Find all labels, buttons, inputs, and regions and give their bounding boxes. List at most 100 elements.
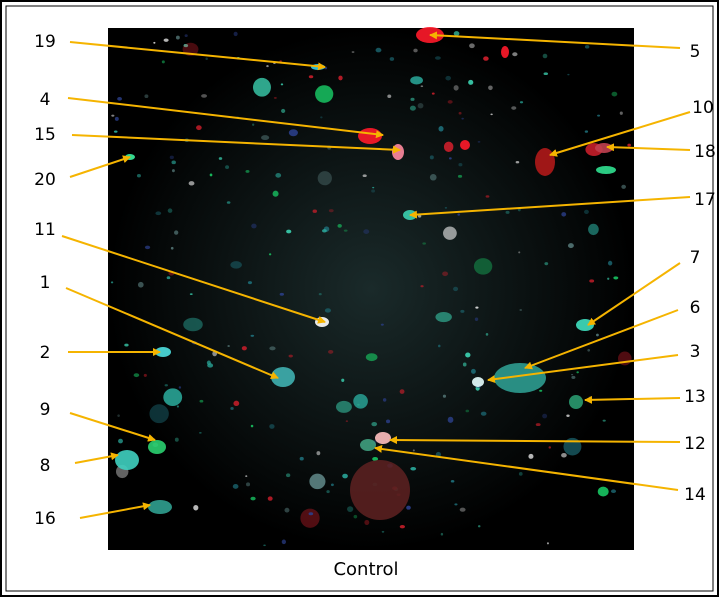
particle	[418, 103, 424, 108]
particle-label: 10	[692, 98, 714, 118]
particle	[263, 544, 266, 546]
particle-label: 16	[34, 509, 56, 529]
particle	[382, 531, 385, 533]
particle	[253, 78, 271, 97]
particle	[486, 333, 489, 336]
particle	[567, 74, 569, 75]
particle	[319, 293, 322, 295]
particle-label: 20	[34, 170, 56, 190]
particle	[269, 253, 271, 255]
particle	[520, 101, 523, 103]
particle	[430, 155, 434, 159]
particle	[458, 175, 462, 178]
particle	[571, 376, 575, 379]
particle	[410, 98, 414, 101]
particle	[309, 474, 325, 489]
particle	[268, 496, 273, 500]
particle	[472, 377, 484, 387]
particle-label: 7	[690, 248, 701, 268]
particle	[449, 157, 452, 159]
particle	[444, 142, 453, 152]
particle	[193, 505, 198, 510]
particle	[170, 156, 174, 159]
particle	[569, 395, 583, 409]
particle	[165, 384, 168, 386]
particle	[561, 453, 567, 457]
particle	[313, 210, 317, 213]
particle	[273, 191, 279, 197]
particle	[174, 230, 178, 234]
particle	[275, 173, 281, 178]
particle	[506, 211, 510, 214]
particle	[441, 533, 443, 536]
particle	[448, 100, 453, 104]
particle	[358, 128, 382, 144]
particle	[547, 542, 549, 544]
figure: Control 1941520111298165101817763131214	[0, 0, 719, 597]
particle	[421, 85, 424, 87]
particle	[144, 94, 148, 98]
particle	[576, 371, 578, 373]
particle	[199, 400, 203, 403]
particle	[251, 425, 254, 428]
particle	[162, 60, 165, 63]
particle	[326, 490, 329, 493]
particle	[585, 130, 588, 132]
particle	[281, 83, 283, 85]
particle	[155, 211, 161, 215]
particle	[387, 94, 391, 98]
particle	[338, 76, 342, 81]
particle	[469, 43, 475, 48]
particle	[571, 374, 573, 375]
particle	[518, 251, 520, 253]
particle	[360, 439, 376, 451]
particle	[227, 345, 230, 347]
particle	[219, 157, 222, 160]
particle-label: 3	[690, 342, 701, 362]
particle	[466, 410, 470, 413]
particle-label: 11	[34, 220, 56, 240]
particle	[475, 318, 478, 321]
particle	[549, 446, 551, 448]
particle	[163, 388, 182, 406]
particle	[363, 174, 367, 177]
particle	[118, 439, 123, 444]
particle	[544, 262, 548, 265]
particle	[148, 440, 166, 454]
particle	[115, 117, 119, 121]
particle	[611, 489, 616, 493]
particle	[225, 165, 229, 169]
particle	[528, 454, 533, 459]
particle	[406, 506, 411, 510]
particle	[501, 46, 509, 58]
particle	[172, 169, 175, 172]
particle	[350, 460, 410, 520]
particle	[410, 106, 416, 111]
particle	[584, 210, 589, 214]
particle	[189, 181, 195, 185]
particle	[454, 85, 459, 91]
particle-label: 1	[40, 273, 51, 293]
particle	[443, 395, 446, 398]
particle	[438, 126, 443, 131]
particle	[613, 276, 618, 279]
particle	[171, 247, 174, 250]
particle	[486, 195, 490, 197]
particle	[435, 312, 451, 322]
particle	[149, 404, 168, 423]
particle	[227, 201, 231, 204]
particle	[381, 324, 384, 326]
particle	[463, 363, 467, 367]
particle	[289, 129, 298, 136]
particle	[281, 109, 285, 113]
particle	[481, 412, 487, 416]
particle	[230, 407, 233, 410]
particle	[621, 185, 626, 189]
particle	[328, 350, 333, 354]
particle	[451, 480, 455, 483]
particle	[245, 170, 249, 173]
particle	[490, 114, 492, 116]
particle	[366, 353, 378, 361]
particle	[164, 38, 169, 41]
particle	[442, 271, 448, 276]
